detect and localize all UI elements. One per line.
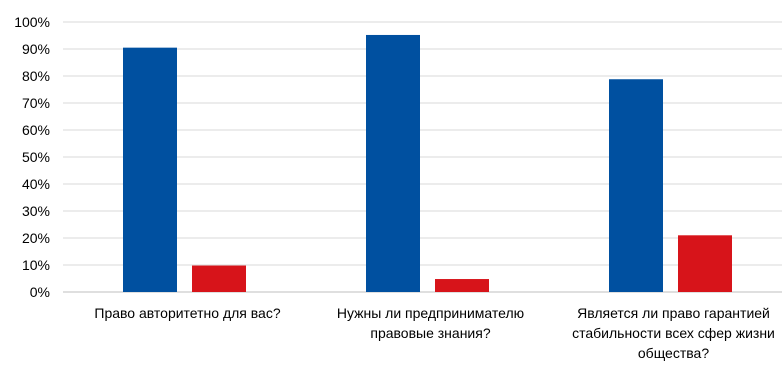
y-tick-label: 20% xyxy=(22,230,50,246)
x-category-label: правовые знания? xyxy=(370,325,490,341)
y-tick-label: 50% xyxy=(22,149,50,165)
bar xyxy=(678,235,732,292)
bar xyxy=(192,265,246,292)
x-category-label: Право авторитетно для вас? xyxy=(94,305,280,321)
gridlines xyxy=(63,21,782,293)
y-tick-label: 30% xyxy=(22,203,50,219)
bar xyxy=(123,47,177,293)
y-axis-tick-labels: 0% 10% 20% 30% 40% 50% 60% 70% 80% 90% 100% xyxy=(14,14,50,300)
x-axis-category-labels: Право авторитетно для вас? Нужны ли предп… xyxy=(94,305,775,361)
x-category-label: Нужны ли предпринимателю xyxy=(337,305,524,321)
bar xyxy=(609,79,663,293)
x-category-label: общества? xyxy=(638,345,709,361)
y-tick-label: 80% xyxy=(22,68,50,84)
y-tick-label: 60% xyxy=(22,122,50,138)
y-tick-label: 90% xyxy=(22,41,50,57)
bars xyxy=(123,34,732,293)
y-tick-label: 100% xyxy=(14,14,50,30)
y-tick-label: 70% xyxy=(22,95,50,111)
y-tick-label: 10% xyxy=(22,257,50,273)
x-category-label: стабильности всех сфер жизни xyxy=(572,325,775,341)
x-category-label: Является ли право гарантией xyxy=(577,305,770,321)
y-tick-label: 0% xyxy=(30,284,50,300)
bar xyxy=(366,34,420,293)
y-tick-label: 40% xyxy=(22,176,50,192)
bar xyxy=(435,279,489,292)
